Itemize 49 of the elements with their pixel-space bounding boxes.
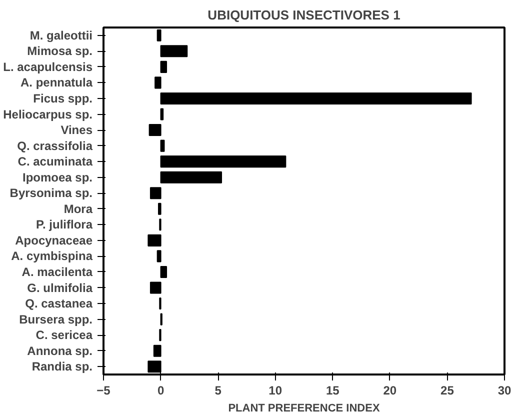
y-tick-label: C. acuminata	[18, 154, 93, 169]
x-tick-label: 0	[157, 384, 164, 398]
bar	[160, 156, 286, 168]
y-tick-label: Q. castanea	[25, 296, 93, 311]
bar	[153, 344, 162, 357]
x-tick-label: 20	[383, 384, 397, 398]
y-tick-label: G. ulmifolia	[27, 280, 93, 295]
bar	[160, 108, 164, 120]
y-tick-label: A. macilenta	[22, 264, 93, 279]
y-tick-label: Randia sp.	[32, 360, 93, 374]
y-tick-label: Q. crassifolia	[17, 138, 93, 153]
y-tick-label: Byrsonima sp.	[10, 186, 93, 200]
x-tick-label: 15	[326, 384, 340, 398]
bar	[154, 76, 162, 89]
y-tick-label: Heliocarpus sp.	[3, 107, 93, 122]
x-tick-label: 5	[214, 384, 222, 398]
y-tick-label: Mimosa sp.	[27, 44, 93, 58]
y-tick-label: A. pennatula	[20, 76, 93, 90]
y-tick-label: Mora	[64, 202, 93, 216]
bar	[160, 140, 165, 152]
y-tick-label: A. cymbispina	[11, 249, 93, 264]
bar	[160, 60, 168, 73]
bar	[160, 266, 168, 278]
y-tick-label: Ficus spp.	[33, 91, 92, 106]
y-tick-label: M. galeottii	[30, 28, 93, 42]
bar	[148, 234, 162, 246]
bar	[150, 282, 162, 294]
bar	[150, 187, 162, 200]
y-tick-label: C. sericea	[36, 328, 93, 342]
y-tick-label: Annona sp.	[27, 344, 93, 358]
y-tick-label: P. juliflora	[36, 218, 93, 232]
y-tick-label: L. acapulcensis	[3, 60, 93, 74]
chart-title: UBIQUITOUS INSECTIVORES 1	[208, 8, 400, 22]
x-tick-label: 30	[498, 384, 512, 398]
bar	[156, 250, 162, 262]
x-tick-label: 25	[440, 384, 454, 398]
y-tick-label: Vines	[60, 123, 93, 138]
bar	[148, 124, 162, 136]
y-tick-label: Apocynaceae	[15, 233, 93, 248]
x-tick-label: −5	[96, 384, 111, 398]
bar	[160, 92, 472, 104]
bar	[160, 45, 188, 58]
y-tick-label: Bursera spp.	[19, 312, 92, 326]
bar	[160, 171, 222, 184]
bar	[158, 202, 162, 215]
x-tick-label: 10	[268, 384, 282, 398]
x-axis-title: PLANT PREFERENCE INDEX	[228, 402, 380, 414]
bar	[156, 29, 162, 42]
y-tick-label: Ipomoea sp.	[22, 170, 92, 184]
